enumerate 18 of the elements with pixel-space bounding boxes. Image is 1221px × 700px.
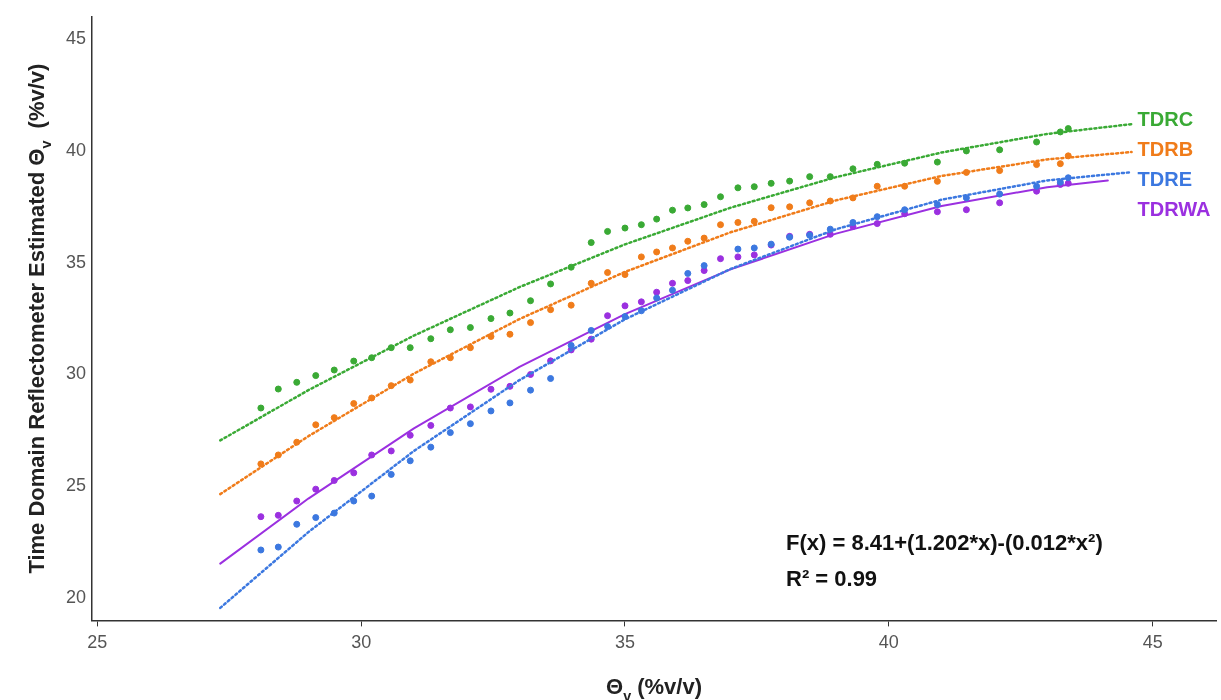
y-tick-label: 25 xyxy=(65,475,87,496)
x-tick-label: 40 xyxy=(878,632,899,653)
y-axis-title: Time Domain Reflectometer Estimated Θv (%v/v) xyxy=(24,63,54,574)
text: TDRB xyxy=(1137,137,1194,160)
text: TDRE xyxy=(1137,167,1193,190)
y-tick-label: 20 xyxy=(65,587,87,608)
annotation: F(x) = 8.41+(1.202*x)-(0.012*x²) xyxy=(786,530,1103,556)
y-tick-label: 40 xyxy=(65,139,87,160)
x-tick-label: 35 xyxy=(614,632,635,653)
y-tick-label: 30 xyxy=(65,363,87,384)
text: TDRWA xyxy=(1137,197,1211,220)
x-tick-label: 30 xyxy=(351,632,372,653)
text: TDRC xyxy=(1137,107,1194,130)
x-tick-label: 25 xyxy=(87,632,108,653)
y-tick-label: 45 xyxy=(65,28,87,49)
annotation: R² = 0.99 xyxy=(786,566,878,592)
y-tick-label: 35 xyxy=(65,251,87,272)
x-tick-label: 45 xyxy=(1142,632,1163,653)
